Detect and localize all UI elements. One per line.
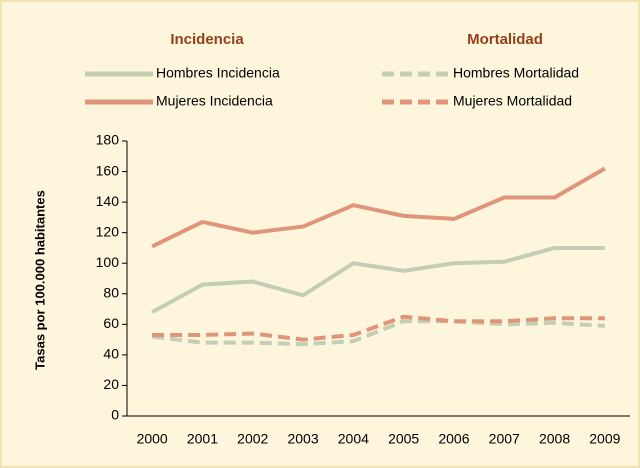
- legend-label: Hombres Mortalidad: [453, 65, 579, 81]
- x-tick-label: 2003: [287, 431, 318, 447]
- series-line: [151, 166, 606, 249]
- x-tick-label: 2006: [438, 431, 469, 447]
- y-tick-label: 180: [96, 132, 120, 148]
- x-tick-label: 2001: [187, 431, 218, 447]
- legend-title: Mortalidad: [467, 31, 543, 48]
- legend-label: Mujeres Incidencia: [156, 93, 273, 109]
- x-tick-label: 2008: [539, 431, 570, 447]
- y-tick-label: 20: [103, 376, 119, 392]
- legend-label: Hombres Incidencia: [156, 65, 280, 81]
- series-line: [151, 319, 605, 347]
- x-tick-label: 2009: [589, 431, 620, 447]
- y-tick-label: 140: [96, 193, 120, 209]
- x-tick-label: 2005: [388, 431, 419, 447]
- series-line: [151, 245, 605, 314]
- y-tick-label: 160: [96, 162, 120, 178]
- x-tick-label: 2002: [237, 431, 268, 447]
- y-tick-label: 0: [111, 407, 119, 423]
- legend-label: Mujeres Mortalidad: [453, 93, 572, 109]
- series-line: [152, 314, 605, 342]
- y-tick-label: 120: [96, 223, 120, 239]
- legend-title: Incidencia: [170, 31, 244, 48]
- y-tick-label: 60: [103, 315, 119, 331]
- x-tick-label: 2007: [489, 431, 520, 447]
- y-tick-label: 100: [96, 254, 120, 270]
- y-tick-label: 80: [103, 284, 119, 300]
- y-tick-label: 40: [103, 346, 119, 362]
- y-axis-title: Tasas por 100.000 habitantes: [32, 190, 47, 370]
- x-tick-label: 2000: [137, 431, 168, 447]
- x-tick-label: 2004: [338, 431, 369, 447]
